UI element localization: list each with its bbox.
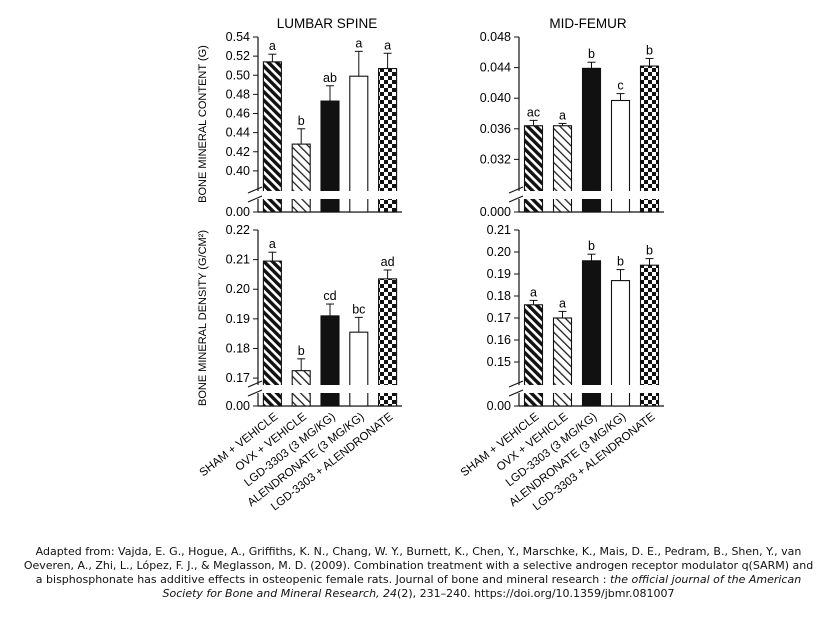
significance-letter: b	[588, 47, 595, 61]
axis-break-mark	[508, 186, 524, 194]
figure: LUMBAR SPINE BONE MINERAL CONTENT (G) 0.…	[197, 16, 666, 514]
significance-letter: cd	[323, 289, 336, 303]
y-tick-label: 0.44	[226, 126, 250, 140]
y-tick-label-zero: 0.00	[226, 399, 250, 413]
y-axis-label: BONE MINERAL DENSITY (G/CM²)	[197, 230, 209, 406]
panel-mid-femur-bmc: MID-FEMUR 0.032 0.036 0.040 0.044 0.048 0.000…	[480, 16, 666, 219]
significance-letter: b	[617, 255, 624, 269]
significance-letter: c	[617, 79, 623, 93]
plot-area: 0.400.420.440.460.480.500.520.540.00abab…	[226, 30, 404, 219]
axis-break-gap	[507, 385, 666, 393]
bar	[378, 68, 398, 213]
significance-letter: b	[298, 344, 305, 358]
y-tick-label-zero: 0.00	[487, 399, 511, 413]
axis-break-mark	[508, 195, 524, 203]
bar	[349, 331, 369, 407]
plot-area: 0.15 0.16 0.17 0.18 0.19 0.20 0.21 0.00 a a b b b	[487, 223, 666, 413]
y-tick-label: 0.032	[480, 152, 511, 166]
citation-suffix: (2), 231–240. https://doi.org/10.1359/jb…	[397, 587, 675, 600]
y-tick-label: 0.036	[480, 122, 511, 136]
y-tick-label: 0.42	[226, 145, 250, 159]
significance-letter: b	[646, 244, 653, 258]
citation-journal: the official journal of the American Soc…	[162, 573, 802, 600]
y-tick-label: 0.040	[480, 91, 511, 105]
significance-letter: a	[269, 237, 276, 251]
y-tick-label: 0.40	[226, 164, 250, 178]
significance-letter: ac	[527, 105, 540, 119]
plot-area: 0.17 0.18 0.19 0.20 0.21 0.22 0.00 a b cd bc ad	[226, 223, 404, 413]
y-tick-label: 0.20	[226, 282, 250, 296]
bar	[552, 125, 573, 213]
y-axis-label: BONE MINERAL CONTENT (G)	[197, 45, 209, 203]
y-tick-label: 0.20	[487, 245, 511, 259]
bar	[523, 125, 544, 213]
bar	[262, 61, 282, 213]
y-tick-label: 0.19	[487, 267, 511, 281]
panel-title: LUMBAR SPINE	[277, 16, 378, 31]
significance-letter: b	[646, 43, 653, 57]
y-tick-label: 0.54	[226, 30, 250, 44]
bar	[639, 264, 660, 407]
bar	[291, 143, 311, 213]
significance-letter: ab	[323, 71, 337, 85]
y-tick-label: 0.21	[487, 223, 511, 237]
y-tick-label: 0.16	[487, 333, 511, 347]
y-tick-label: 0.19	[226, 312, 250, 326]
significance-letter: a	[269, 39, 276, 53]
significance-letter: a	[355, 36, 362, 50]
significance-letter: bc	[352, 302, 365, 316]
y-tick-label: 0.17	[487, 311, 511, 325]
citation: Adapted from: Vajda, E. G., Hogue, A., G…	[20, 545, 817, 601]
bar	[581, 260, 602, 407]
y-tick-label: 0.17	[226, 371, 250, 385]
citation-text: Adapted from: Vajda, E. G., Hogue, A., G…	[23, 545, 814, 586]
axis-break-gap	[246, 385, 404, 393]
significance-letter: a	[530, 285, 537, 299]
significance-letter: b	[588, 239, 595, 253]
y-tick-label: 0.21	[226, 253, 250, 267]
significance-letter: b	[298, 114, 305, 128]
y-tick-label: 0.15	[487, 355, 511, 369]
panel-lumbar-bmc: LUMBAR SPINE BONE MINERAL CONTENT (G) 0.…	[197, 16, 404, 219]
y-tick-label: 0.46	[226, 107, 250, 121]
y-tick-label: 0.044	[480, 61, 511, 75]
significance-letter: a	[559, 108, 566, 122]
y-tick-label: 0.22	[226, 223, 250, 237]
y-tick-label: 0.48	[226, 87, 250, 101]
axis-break-gap	[507, 191, 666, 199]
bar	[262, 260, 282, 407]
y-tick-label-zero: 0.00	[226, 205, 250, 219]
bar	[639, 65, 660, 213]
y-tick-label: 0.18	[487, 289, 511, 303]
significance-letter: a	[559, 296, 566, 310]
panel-lumbar-bmd: BONE MINERAL DENSITY (G/CM²) 0.170.180.1…	[197, 223, 404, 413]
axis-break-gap	[246, 191, 404, 199]
bar	[581, 67, 602, 213]
significance-letter: a	[384, 38, 391, 52]
panel-mid-femur-bmd: 0.15 0.16 0.17 0.18 0.19 0.20 0.21 0.00 a a b b b	[487, 223, 666, 413]
panel-title: MID-FEMUR	[549, 16, 626, 31]
significance-letter: ad	[381, 255, 395, 269]
axis-break-mark	[508, 389, 524, 397]
y-tick-label-zero: 0.000	[480, 205, 511, 219]
plot-area: 0.032 0.036 0.040 0.044 0.048 0.000 ac a b c b	[480, 30, 666, 219]
axis-break-mark	[247, 389, 263, 397]
y-tick-label: 0.18	[226, 341, 250, 355]
y-tick-label: 0.50	[226, 68, 250, 82]
axis-break-mark	[247, 186, 263, 194]
y-tick-label: 0.048	[480, 30, 511, 44]
y-tick-label: 0.52	[226, 49, 250, 63]
axis-break-mark	[508, 380, 524, 388]
axis-break-mark	[247, 195, 263, 203]
axis-break-mark	[247, 380, 263, 388]
